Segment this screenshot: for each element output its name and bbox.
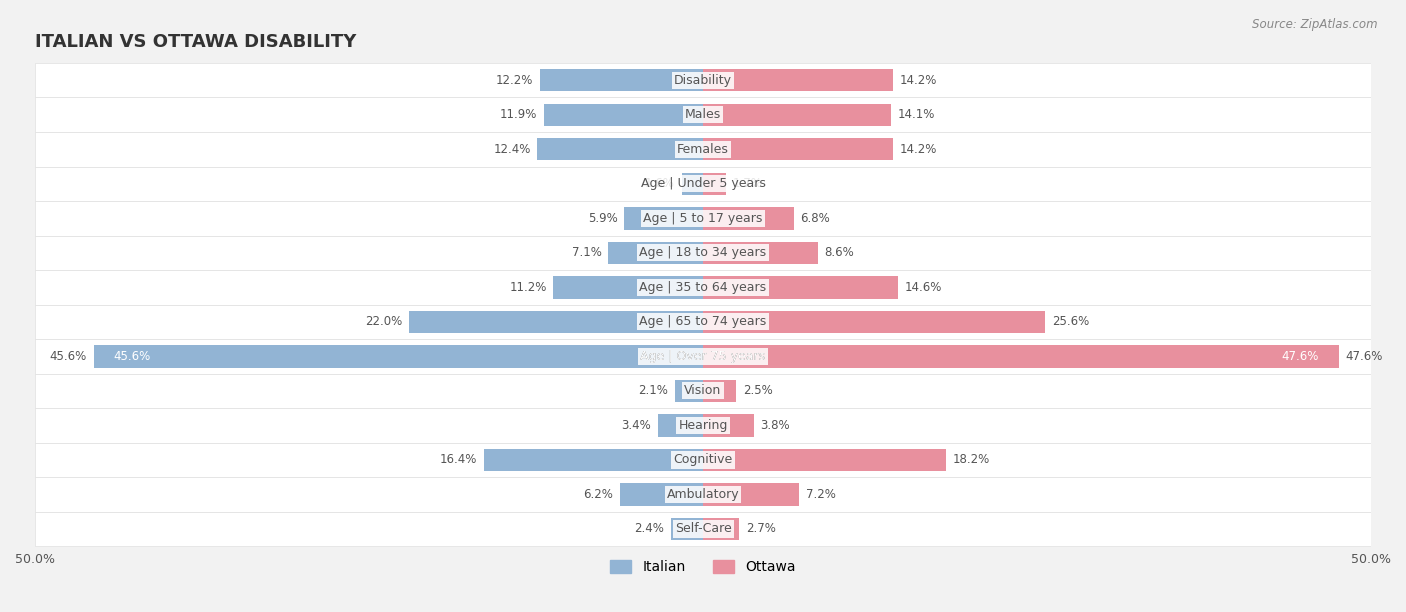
Text: 8.6%: 8.6% xyxy=(824,246,855,259)
Text: 1.7%: 1.7% xyxy=(733,177,762,190)
FancyBboxPatch shape xyxy=(35,408,1371,442)
Text: Age | 18 to 34 years: Age | 18 to 34 years xyxy=(640,246,766,259)
Bar xyxy=(624,207,703,230)
Bar xyxy=(703,103,891,126)
Text: 6.8%: 6.8% xyxy=(800,212,831,225)
Text: Vision: Vision xyxy=(685,384,721,397)
Text: 3.4%: 3.4% xyxy=(621,419,651,432)
Bar xyxy=(409,311,703,333)
Text: 3.8%: 3.8% xyxy=(761,419,790,432)
Text: Males: Males xyxy=(685,108,721,121)
Text: 14.6%: 14.6% xyxy=(904,281,942,294)
Text: Age | 5 to 17 years: Age | 5 to 17 years xyxy=(644,212,762,225)
Text: 22.0%: 22.0% xyxy=(366,315,402,328)
FancyBboxPatch shape xyxy=(35,132,1371,166)
Bar xyxy=(703,345,1339,368)
FancyBboxPatch shape xyxy=(35,512,1371,546)
Text: Females: Females xyxy=(678,143,728,156)
Bar xyxy=(484,449,703,471)
Bar xyxy=(540,69,703,91)
Text: 7.1%: 7.1% xyxy=(572,246,602,259)
FancyBboxPatch shape xyxy=(35,166,1371,201)
Text: 11.9%: 11.9% xyxy=(501,108,537,121)
Text: 14.2%: 14.2% xyxy=(900,73,936,87)
FancyBboxPatch shape xyxy=(35,339,1371,373)
Text: 45.6%: 45.6% xyxy=(49,350,87,363)
Text: 1.6%: 1.6% xyxy=(645,177,675,190)
Text: 47.6%: 47.6% xyxy=(1346,350,1384,363)
FancyBboxPatch shape xyxy=(35,373,1371,408)
Text: ITALIAN VS OTTAWA DISABILITY: ITALIAN VS OTTAWA DISABILITY xyxy=(35,34,356,51)
Bar xyxy=(703,242,818,264)
Text: 47.6%: 47.6% xyxy=(1281,350,1319,363)
FancyBboxPatch shape xyxy=(35,201,1371,236)
Text: Age | 35 to 64 years: Age | 35 to 64 years xyxy=(640,281,766,294)
FancyBboxPatch shape xyxy=(35,477,1371,512)
Text: 45.6%: 45.6% xyxy=(114,350,150,363)
Text: 12.4%: 12.4% xyxy=(494,143,530,156)
Text: 2.5%: 2.5% xyxy=(744,384,773,397)
Bar xyxy=(703,138,893,160)
Bar xyxy=(544,103,703,126)
Text: Disability: Disability xyxy=(673,73,733,87)
Legend: Italian, Ottawa: Italian, Ottawa xyxy=(605,554,801,580)
Text: 2.1%: 2.1% xyxy=(638,384,668,397)
Bar xyxy=(658,414,703,436)
Bar xyxy=(703,518,740,540)
Text: 14.2%: 14.2% xyxy=(900,143,936,156)
Bar xyxy=(554,276,703,299)
Bar xyxy=(703,69,893,91)
Bar xyxy=(94,345,703,368)
Bar xyxy=(537,138,703,160)
Bar xyxy=(703,173,725,195)
Text: 12.2%: 12.2% xyxy=(496,73,533,87)
Text: 5.9%: 5.9% xyxy=(588,212,617,225)
Text: 7.2%: 7.2% xyxy=(806,488,835,501)
FancyBboxPatch shape xyxy=(35,236,1371,270)
Text: Hearing: Hearing xyxy=(678,419,728,432)
FancyBboxPatch shape xyxy=(35,305,1371,339)
Text: Age | 65 to 74 years: Age | 65 to 74 years xyxy=(640,315,766,328)
Bar xyxy=(703,276,898,299)
Text: Self-Care: Self-Care xyxy=(675,523,731,536)
Text: 14.1%: 14.1% xyxy=(898,108,935,121)
Text: 16.4%: 16.4% xyxy=(440,453,477,466)
FancyBboxPatch shape xyxy=(35,97,1371,132)
Text: 2.4%: 2.4% xyxy=(634,523,664,536)
Bar xyxy=(703,379,737,402)
Bar xyxy=(609,242,703,264)
FancyBboxPatch shape xyxy=(35,270,1371,305)
Text: 11.2%: 11.2% xyxy=(509,281,547,294)
FancyBboxPatch shape xyxy=(35,442,1371,477)
Text: 6.2%: 6.2% xyxy=(583,488,613,501)
Bar xyxy=(675,379,703,402)
Bar xyxy=(620,483,703,506)
Text: Source: ZipAtlas.com: Source: ZipAtlas.com xyxy=(1253,18,1378,31)
Text: Age | Under 5 years: Age | Under 5 years xyxy=(641,177,765,190)
Text: Ambulatory: Ambulatory xyxy=(666,488,740,501)
Text: Age | Over 75 years: Age | Over 75 years xyxy=(641,350,765,363)
Bar xyxy=(703,483,799,506)
Text: 25.6%: 25.6% xyxy=(1052,315,1088,328)
FancyBboxPatch shape xyxy=(35,63,1371,97)
Bar xyxy=(682,173,703,195)
Bar xyxy=(703,207,794,230)
Bar xyxy=(703,414,754,436)
Text: Age | Over 75 years: Age | Over 75 years xyxy=(641,350,765,363)
Bar xyxy=(703,311,1045,333)
Bar xyxy=(703,449,946,471)
Bar xyxy=(671,518,703,540)
Text: Cognitive: Cognitive xyxy=(673,453,733,466)
Text: 2.7%: 2.7% xyxy=(745,523,776,536)
Text: 18.2%: 18.2% xyxy=(953,453,990,466)
